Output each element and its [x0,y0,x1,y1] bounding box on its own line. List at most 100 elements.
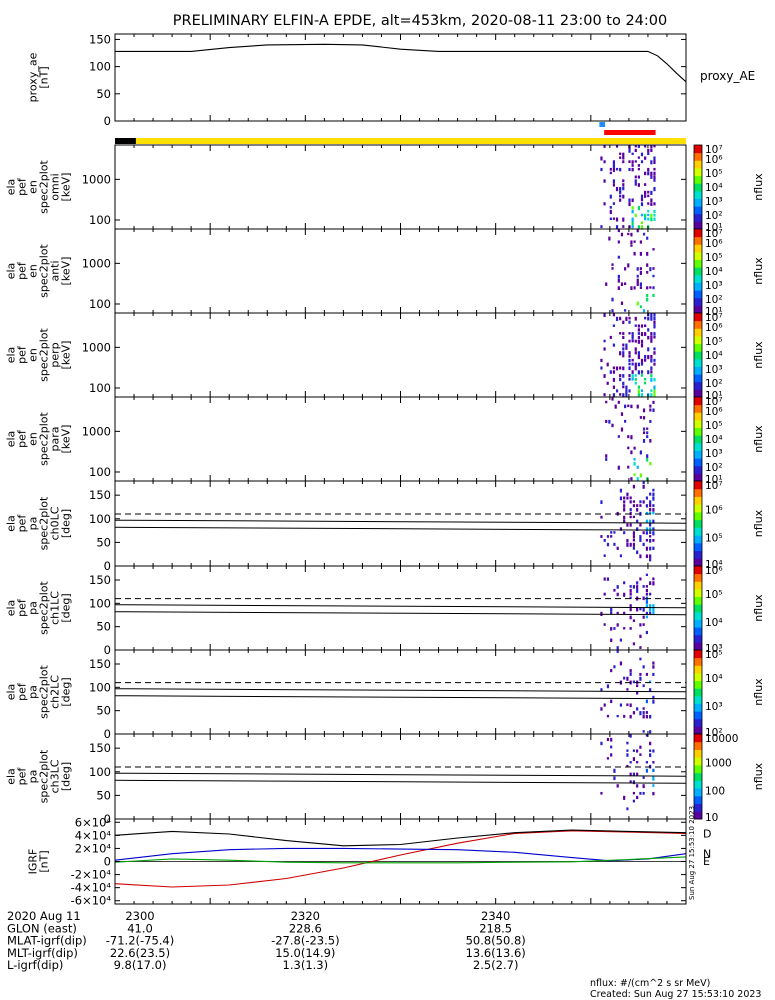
heatmap-cell [652,248,655,251]
heatmap-cell [632,531,636,536]
heatmap-cell [653,393,656,397]
heatmap-cell [639,473,642,478]
heatmap-cell [619,366,622,370]
ylabel-line: pa [27,601,40,615]
heatmap-cell [603,703,606,707]
heatmap-cell [630,232,633,237]
orbit-row-label: MLT-igrf(dip) [7,946,78,960]
colorbar-segment [694,442,702,451]
heatmap-cell [644,316,647,320]
ylabel-line: pef [16,767,29,786]
colorbar-segment [694,389,702,398]
heatmap-cell [645,761,649,764]
heatmap-cell [615,225,619,230]
heatmap-cell [653,187,656,192]
heatmap-cell [650,190,653,195]
heatmap-cell [647,370,650,375]
heatmap-cell [606,381,609,385]
colorbar-segment [694,711,702,720]
heatmap-cell [639,623,642,627]
heatmap-cell [619,496,623,501]
colorbar-segment [694,328,702,337]
heatmap-cell [652,504,655,507]
heatmap-cell [636,519,639,523]
heatmap-cell [629,780,632,784]
heatmap-cell [642,623,645,626]
heatmap-cell [606,714,610,718]
heatmap-cell [645,768,649,773]
heatmap-cell [619,316,622,321]
heatmap-cell [619,393,622,396]
colorbar-segment [694,397,702,406]
heatmap-cell [623,611,626,615]
heatmap-cell [652,527,655,531]
heatmap-cell [640,339,644,344]
heatmap-cell [612,370,616,374]
loss-cone-line [114,695,687,700]
heatmap-cell [639,608,642,611]
heatmap-cell [626,764,629,768]
heatmap-cell [631,160,634,164]
heatmap-cell [653,316,656,321]
heatmap-cell [649,592,652,596]
heatmap-cell [624,419,627,423]
heatmap-cell [646,263,649,267]
heatmap-cell [606,737,610,741]
heatmap-cell [644,377,647,381]
orbit-row-label: GLON (east) [7,921,77,935]
heatmap-cell [642,309,646,313]
heatmap-cell [636,772,639,776]
heatmap-cell [600,688,603,692]
y-tick-label: 150 [89,741,111,755]
heatmap-cell [623,496,626,500]
heatmap-cell [650,332,653,336]
heatmap-cell [620,412,624,416]
heatmap-cell [610,669,613,673]
heatmap-cell [612,366,616,370]
heatmap-cell [600,366,603,370]
panel-frame [114,312,687,398]
heatmap-cell [642,714,645,719]
colorbar-tick-label: 10⁴ [705,673,723,685]
colorbar-segment [694,726,702,735]
ylabel-line: pa [27,517,40,531]
colorbar-tick-label: 10⁴ [705,350,723,362]
heatmap-cell [605,454,608,458]
heatmap-cell [622,366,625,371]
colorbar-tick-label: 10⁶ [705,322,723,334]
colorbar-segment [694,374,702,383]
colorbar-segment [694,183,702,192]
ylabel-line: pef [16,345,29,364]
heatmap-cell [645,496,649,500]
heatmap-cell [609,194,612,199]
heatmap-cell [630,477,633,481]
heatmap-cell [628,358,631,362]
colorbar-segment [694,488,702,497]
colorbar-tick-label: 10³ [705,364,723,376]
colorbar-tick-label: 10⁵ [705,533,723,545]
heatmap-cell [600,535,603,538]
heatmap-cell [633,446,636,450]
orbit-row-value: 9.8(17.0) [114,958,167,972]
y-tick-label: 100 [89,60,111,74]
heatmap-cell [652,661,655,665]
heatmap-cell [617,229,620,233]
heatmap-cell [622,160,625,164]
loss-cone-line [114,779,687,784]
heatmap-cell [653,167,656,171]
heatmap-cell [652,611,655,615]
heatmap-cell [634,377,637,381]
heatmap-cell [642,439,646,443]
heatmap-cell [628,167,631,172]
heatmap-cell [631,164,634,167]
heatmap-cell [620,301,624,305]
orbit-row-label: 2020 Aug 11 [7,909,81,923]
heatmap-cell [628,148,631,153]
heatmap-cell [652,496,655,501]
heatmap-cell [639,504,642,507]
heatmap-cell [629,588,632,593]
heatmap-cell [603,554,606,557]
heatmap-cell [606,362,609,367]
ylabel-line: pef [16,514,29,533]
heatmap-cell [650,374,653,378]
